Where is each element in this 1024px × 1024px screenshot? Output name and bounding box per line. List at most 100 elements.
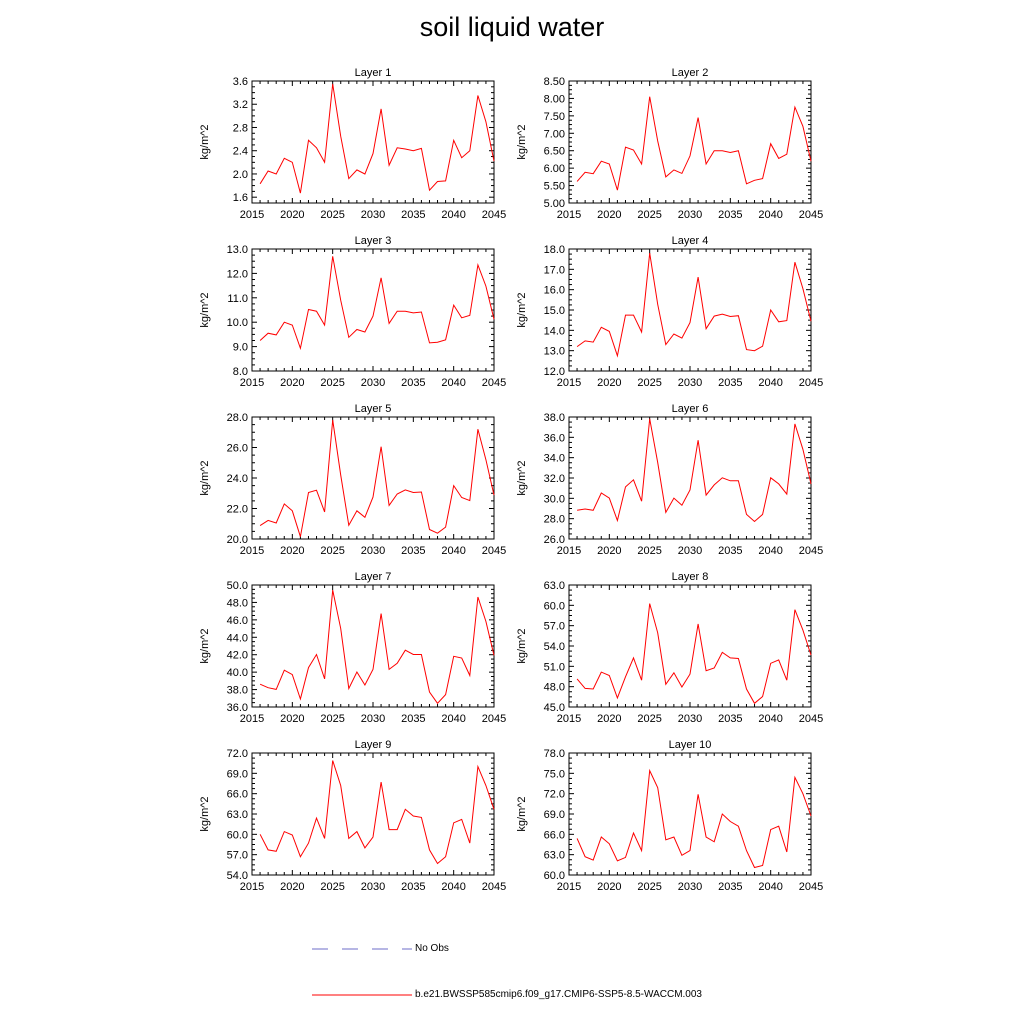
y-tick-label: 2.4 — [233, 146, 248, 158]
chart-title: soil liquid water — [419, 12, 605, 42]
series-line — [576, 603, 812, 705]
series-line — [259, 419, 495, 537]
x-tick-label: 2040 — [758, 881, 782, 893]
plot-title: Layer 1 — [355, 67, 392, 79]
y-tick-label: 32.0 — [544, 473, 565, 485]
x-tick-label: 2035 — [718, 209, 742, 221]
x-tick-label: 2020 — [280, 545, 304, 557]
x-tick-label: 2030 — [678, 377, 702, 389]
x-tick-label: 2035 — [718, 713, 742, 725]
x-tick-label: 2015 — [240, 209, 264, 221]
plot-title: Layer 3 — [355, 235, 392, 247]
y-tick-label: 48.0 — [544, 682, 565, 694]
x-tick-label: 2020 — [597, 545, 621, 557]
y-tick-label: 20.0 — [227, 534, 248, 546]
y-axis-label: kg/m^2 — [516, 628, 528, 663]
x-tick-label: 2045 — [799, 881, 823, 893]
plot-frame — [251, 752, 495, 876]
plot-frame — [568, 416, 812, 540]
x-tick-label: 2045 — [799, 545, 823, 557]
y-tick-label: 36.0 — [544, 432, 565, 444]
x-tick-label: 2045 — [799, 209, 823, 221]
y-tick-label: 54.0 — [544, 641, 565, 653]
x-tick-label: 2035 — [718, 881, 742, 893]
y-tick-label: 2.0 — [233, 169, 248, 181]
y-tick-label: 42.0 — [227, 650, 248, 662]
x-tick-label: 2025 — [637, 545, 661, 557]
x-tick-label: 2025 — [637, 209, 661, 221]
legend-label-no-obs: No Obs — [415, 943, 449, 954]
y-axis-label: kg/m^2 — [516, 460, 528, 495]
y-tick-label: 3.2 — [233, 99, 248, 111]
plot-title: Layer 2 — [672, 67, 709, 79]
x-tick-label: 2015 — [557, 713, 581, 725]
y-tick-label: 63.0 — [544, 580, 565, 592]
y-tick-label: 15.0 — [544, 305, 565, 317]
plot-layer-1: Layer 1 2015 2020 2025 2030 2035 2040 2045 1.6 2.… — [199, 67, 506, 221]
plot-title: Layer 7 — [355, 571, 392, 583]
plot-layer-4: Layer 4 2015 2020 2025 2030 2035 2040 2045 12.0 1… — [516, 235, 823, 389]
x-tick-label: 2045 — [482, 881, 506, 893]
y-tick-label: 9.0 — [233, 342, 248, 354]
x-tick-label: 2030 — [361, 377, 385, 389]
y-tick-label: 72.0 — [544, 789, 565, 801]
plot-layer-2: Layer 2 2015 2020 2025 2030 2035 2040 2045 5.00 5… — [516, 67, 823, 221]
plot-layer-7: Layer 7 2015 2020 2025 2030 2035 2040 2045 36.0 3… — [199, 571, 506, 725]
series-line — [576, 96, 812, 191]
x-tick-label: 2040 — [441, 713, 465, 725]
x-tick-label: 2045 — [482, 377, 506, 389]
y-tick-label: 75.0 — [544, 768, 565, 780]
series-line — [576, 253, 812, 358]
y-tick-label: 57.0 — [544, 621, 565, 633]
x-tick-label: 2035 — [718, 545, 742, 557]
y-tick-label: 11.0 — [227, 293, 248, 305]
plot-frame — [251, 80, 495, 204]
y-tick-label: 50.0 — [227, 580, 248, 592]
y-tick-label: 28.0 — [544, 514, 565, 526]
y-tick-label: 66.0 — [544, 829, 565, 841]
y-tick-label: 17.0 — [544, 264, 565, 276]
x-tick-label: 2035 — [401, 377, 425, 389]
y-tick-label: 44.0 — [227, 632, 248, 644]
y-tick-label: 57.0 — [227, 850, 248, 862]
plot-layer-10: Layer 10 2015 2020 2025 2030 2035 2040 2045 60.0… — [516, 739, 823, 893]
x-tick-label: 2015 — [240, 713, 264, 725]
y-axis-label: kg/m^2 — [516, 796, 528, 831]
y-tick-label: 12.0 — [227, 268, 248, 280]
x-tick-label: 2040 — [758, 545, 782, 557]
x-tick-label: 2035 — [718, 377, 742, 389]
plot-title: Layer 4 — [672, 235, 709, 247]
x-tick-label: 2020 — [597, 377, 621, 389]
y-tick-label: 16.0 — [544, 285, 565, 297]
y-tick-label: 22.0 — [227, 504, 248, 516]
x-tick-label: 2030 — [678, 545, 702, 557]
plot-frame — [251, 248, 495, 372]
x-tick-label: 2020 — [597, 209, 621, 221]
x-tick-label: 2020 — [280, 377, 304, 389]
y-tick-label: 36.0 — [227, 702, 248, 714]
series-line — [259, 256, 495, 351]
y-tick-label: 26.0 — [227, 443, 248, 455]
y-tick-label: 60.0 — [544, 870, 565, 882]
y-tick-label: 7.50 — [544, 111, 565, 123]
series-line — [259, 760, 495, 865]
x-tick-label: 2015 — [240, 881, 264, 893]
legend-label-model: b.e21.BWSSP585cmip6.f09_g17.CMIP6-SSP5-8… — [415, 989, 702, 1000]
y-tick-label: 26.0 — [544, 534, 565, 546]
x-tick-label: 2025 — [320, 881, 344, 893]
x-tick-label: 2040 — [441, 881, 465, 893]
y-tick-label: 48.0 — [227, 597, 248, 609]
y-tick-label: 66.0 — [227, 789, 248, 801]
x-tick-label: 2030 — [361, 713, 385, 725]
x-tick-label: 2045 — [482, 209, 506, 221]
x-tick-label: 2015 — [240, 545, 264, 557]
y-tick-label: 46.0 — [227, 615, 248, 627]
x-tick-label: 2045 — [799, 377, 823, 389]
y-tick-label: 3.6 — [233, 76, 248, 88]
x-tick-label: 2045 — [482, 545, 506, 557]
y-tick-label: 13.0 — [227, 244, 248, 256]
y-tick-label: 6.50 — [544, 146, 565, 158]
series-line — [577, 418, 812, 523]
y-tick-label: 54.0 — [227, 870, 248, 882]
